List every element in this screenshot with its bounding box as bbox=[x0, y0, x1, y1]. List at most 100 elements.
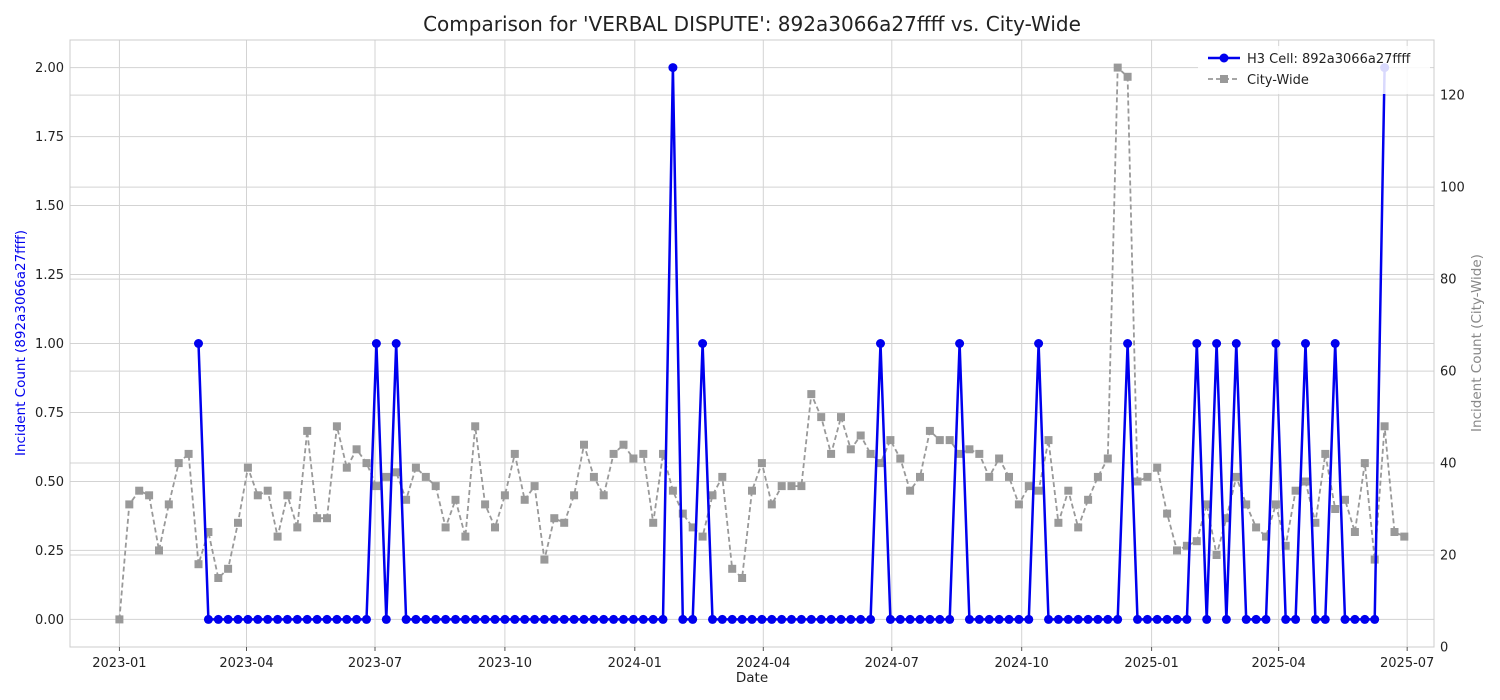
h3-cell-point bbox=[1192, 339, 1202, 348]
x-tick-label: 2024-01 bbox=[608, 656, 662, 671]
city-wide-point bbox=[668, 486, 677, 495]
y-tick-label-right: 80 bbox=[1440, 273, 1457, 288]
city-wide-point bbox=[500, 491, 509, 500]
city-wide-point bbox=[491, 523, 499, 532]
legend-label-city: City-Wide bbox=[1247, 73, 1309, 88]
h3-cell-point bbox=[1182, 614, 1192, 624]
h3-cell-point bbox=[1350, 614, 1360, 624]
city-wide-point bbox=[619, 440, 628, 449]
h3-cell-point bbox=[895, 614, 905, 624]
city-wide-point bbox=[935, 436, 944, 445]
h3-cell-point bbox=[1251, 614, 1261, 624]
h3-cell-point bbox=[352, 614, 362, 624]
h3-cell-point bbox=[619, 614, 628, 624]
city-wide-point bbox=[1360, 459, 1369, 468]
h3-cell-point bbox=[777, 614, 787, 624]
h3-cell-point bbox=[737, 614, 747, 624]
city-wide-point bbox=[224, 564, 233, 573]
city-wide-point bbox=[431, 482, 440, 491]
x-axis-label: Date bbox=[736, 670, 768, 686]
city-wide-point bbox=[451, 495, 460, 504]
y-tick-label-right: 120 bbox=[1440, 89, 1465, 104]
h3-cell-point bbox=[1231, 339, 1241, 348]
h3-cell-point bbox=[905, 614, 915, 624]
h3-cell-point bbox=[1320, 614, 1330, 624]
h3-cell-point bbox=[302, 614, 312, 624]
city-wide-point bbox=[886, 436, 895, 445]
h3-cell-point bbox=[708, 614, 717, 624]
h3-cell-point bbox=[638, 614, 648, 624]
h3-cell-point bbox=[915, 614, 925, 624]
city-wide-point bbox=[846, 445, 855, 454]
h3-cell-point bbox=[717, 614, 727, 624]
y-axis-label-right: Incident Count (City-Wide) bbox=[1469, 254, 1485, 432]
h3-cell-point bbox=[974, 614, 984, 624]
city-wide-point bbox=[659, 449, 667, 458]
city-wide-point bbox=[916, 472, 924, 481]
h3-cell-point bbox=[1370, 614, 1380, 624]
h3-cell-point bbox=[678, 614, 688, 624]
h3-cell-point bbox=[836, 614, 846, 624]
city-wide-point bbox=[757, 459, 766, 468]
h3-cell-point bbox=[628, 614, 638, 624]
city-wide-point bbox=[975, 449, 984, 458]
city-wide-point bbox=[392, 468, 401, 477]
city-wide-point bbox=[1252, 523, 1261, 532]
city-wide-point bbox=[925, 426, 934, 435]
city-wide-point bbox=[510, 449, 519, 458]
h3-cell-point bbox=[1202, 614, 1212, 624]
city-wide-point bbox=[125, 500, 134, 509]
h3-cell-point bbox=[925, 614, 935, 624]
h3-cell-point bbox=[856, 614, 866, 624]
h3-cell-point bbox=[1103, 614, 1113, 624]
city-wide-point bbox=[155, 546, 163, 555]
h3-cell-point bbox=[609, 614, 619, 624]
h3-cell-point bbox=[1291, 614, 1301, 624]
city-wide-point bbox=[441, 523, 450, 532]
h3-cell-point bbox=[727, 614, 737, 624]
city-wide-point bbox=[253, 491, 262, 500]
city-wide-point bbox=[1212, 551, 1221, 559]
x-tick-label: 2025-01 bbox=[1124, 656, 1178, 671]
h3-cell-point bbox=[876, 339, 885, 348]
h3-cell-point bbox=[796, 614, 806, 624]
h3-cell-point bbox=[1360, 614, 1370, 624]
city-wide-point bbox=[1153, 463, 1162, 472]
h3-cell-point bbox=[1073, 614, 1083, 624]
x-tick-label: 2023-10 bbox=[478, 656, 532, 671]
city-wide-point bbox=[1232, 472, 1241, 481]
h3-cell-point bbox=[658, 614, 668, 624]
h3-cell-point bbox=[421, 614, 431, 624]
city-wide-point bbox=[184, 449, 193, 458]
h3-cell-point bbox=[885, 614, 895, 624]
h3-cell-point bbox=[1053, 614, 1063, 624]
city-wide-point bbox=[1380, 422, 1389, 431]
legend-label-h3: H3 Cell: 892a3066a27ffff bbox=[1247, 52, 1411, 67]
city-wide-point bbox=[234, 518, 242, 527]
city-wide-point bbox=[1400, 532, 1409, 541]
h3-cell-point bbox=[292, 614, 302, 624]
h3-cell-point bbox=[401, 614, 411, 624]
city-wide-point bbox=[313, 514, 322, 523]
h3-cell-point bbox=[1261, 614, 1271, 624]
city-wide-point bbox=[1103, 454, 1112, 463]
plot-frame bbox=[69, 39, 1435, 648]
h3-cell-point bbox=[1083, 614, 1093, 624]
h3-cell-point bbox=[530, 614, 540, 624]
h3-cell-point bbox=[648, 614, 658, 624]
h3-cell-point bbox=[520, 614, 530, 624]
y-tick-label-left: 0.75 bbox=[35, 406, 64, 421]
city-wide-point bbox=[382, 472, 391, 481]
city-wide-point bbox=[461, 532, 470, 541]
city-wide-point bbox=[1044, 436, 1053, 445]
city-wide-point bbox=[1291, 486, 1300, 495]
y-tick-label-left: 0.50 bbox=[35, 475, 64, 490]
city-wide-point bbox=[1113, 63, 1122, 72]
h3-cell-point bbox=[1133, 614, 1142, 624]
h3-cell-point bbox=[846, 614, 856, 624]
city-wide-point bbox=[273, 532, 282, 541]
city-wide-point bbox=[1093, 472, 1102, 481]
h3-cell-point bbox=[500, 614, 510, 624]
h3-cell-point bbox=[826, 614, 836, 624]
